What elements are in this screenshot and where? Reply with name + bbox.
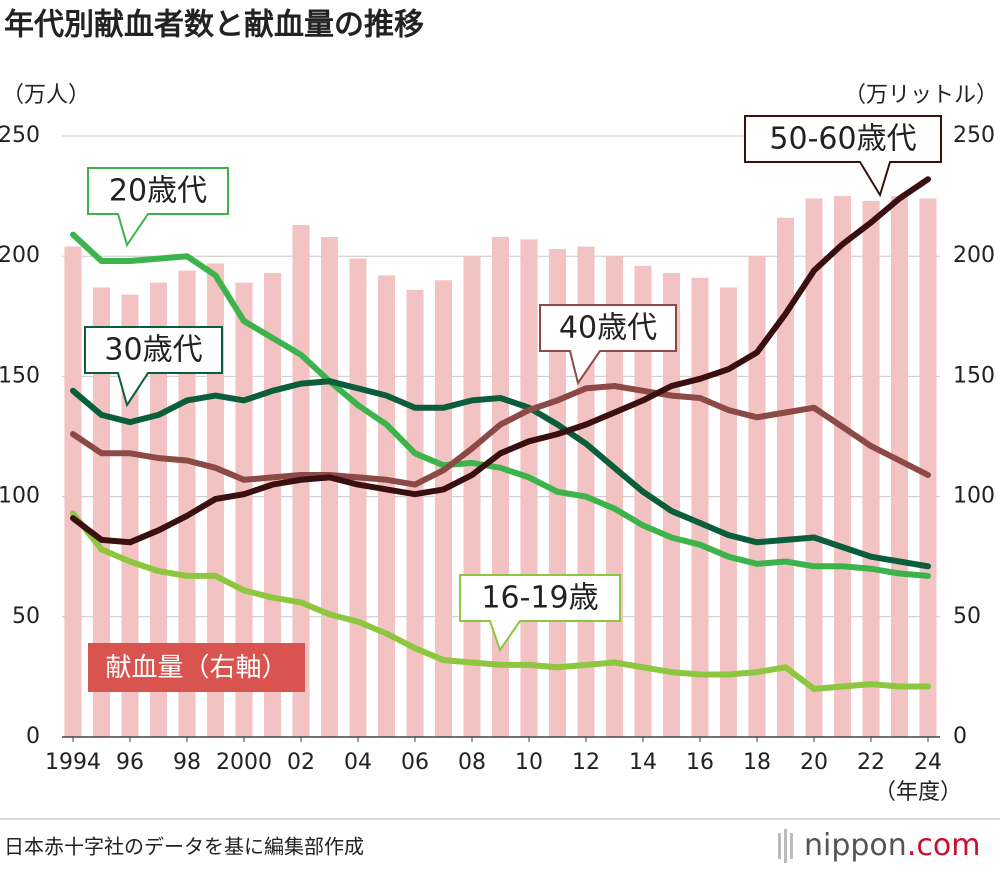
bar xyxy=(634,265,652,737)
legend-label: 16-19歳 xyxy=(481,581,598,616)
bar xyxy=(178,270,196,737)
logo-mark xyxy=(784,829,787,863)
bar xyxy=(748,256,766,737)
line xyxy=(70,383,931,488)
x-tick-label: 96 xyxy=(116,750,144,775)
series-label: 30歳代 xyxy=(84,326,223,408)
label-box xyxy=(744,115,942,198)
legend-label: 20歳代 xyxy=(109,174,207,209)
series-label: 献血量（右軸） xyxy=(88,643,305,692)
x-tick-label: 20 xyxy=(800,750,828,775)
x-tick-label: 22 xyxy=(857,750,885,775)
x-tick-label: 02 xyxy=(287,750,315,775)
bar xyxy=(434,280,453,737)
y-tick-label: 50 xyxy=(12,604,40,629)
logo: nippon.com xyxy=(778,828,980,863)
y2-tick-label: 100 xyxy=(953,484,995,509)
bar xyxy=(805,198,823,737)
label-box xyxy=(459,574,621,653)
series-label: 40歳代 xyxy=(539,304,677,386)
x-tick-label: 12 xyxy=(572,750,600,775)
bar xyxy=(64,246,82,738)
y2-tick-label: 50 xyxy=(953,604,981,629)
source-note: 日本赤十字社のデータを基に編集部作成 xyxy=(4,835,364,859)
bar xyxy=(862,200,880,737)
bar xyxy=(92,287,111,737)
label-box xyxy=(84,326,223,408)
x-tick-label: 98 xyxy=(173,750,201,775)
y2-tick-label: 150 xyxy=(953,363,995,388)
logo-text: nippon.com xyxy=(804,828,980,863)
y-tick-label: 0 xyxy=(26,724,40,749)
x-tick-label: 24 xyxy=(914,750,942,775)
line xyxy=(70,231,931,579)
series-label: 16-19歳 xyxy=(459,574,621,653)
x-tick-label: 14 xyxy=(629,750,657,775)
x-tick-label: 04 xyxy=(344,750,372,775)
x-tick-label: 2000 xyxy=(216,750,272,775)
legend-label: 献血量（右軸） xyxy=(105,653,287,683)
line xyxy=(70,378,931,570)
y2-tick-label: 0 xyxy=(953,724,967,749)
bar xyxy=(149,282,168,737)
y-tick-label: 100 xyxy=(0,484,40,509)
bar xyxy=(121,294,139,737)
x-tick-label: 16 xyxy=(686,750,714,775)
y2-tick-label: 250 xyxy=(953,123,995,148)
legend-label: 40歳代 xyxy=(559,311,657,346)
line xyxy=(70,176,931,546)
bar xyxy=(320,236,339,737)
bar xyxy=(919,198,937,737)
logo-mark xyxy=(778,833,781,859)
bar xyxy=(890,196,909,738)
bar xyxy=(719,287,738,737)
bar xyxy=(377,275,396,737)
chart-title: 年代別献血者数と献血量の推移 xyxy=(4,8,424,43)
series-label: 50-60歳代 xyxy=(744,115,942,198)
y2-axis-label: （万リットル） xyxy=(844,83,998,108)
logo-mark xyxy=(790,833,793,859)
x-tick-label: 18 xyxy=(743,750,771,775)
y-tick-label: 250 xyxy=(0,123,40,148)
label-box xyxy=(88,643,305,692)
x-tick-label: 08 xyxy=(458,750,486,775)
legend-label: 30歳代 xyxy=(104,333,202,368)
bar xyxy=(349,258,367,737)
label-box xyxy=(87,167,229,248)
bar xyxy=(776,217,795,738)
bar xyxy=(833,196,852,738)
bar xyxy=(691,277,709,737)
series-label: 20歳代 xyxy=(87,167,229,248)
y-tick-label: 150 xyxy=(0,363,40,388)
y-axis-label: （万人） xyxy=(2,83,90,108)
x-tick-label: 10 xyxy=(515,750,543,775)
line xyxy=(70,510,931,692)
x-axis-label: （年度） xyxy=(874,780,962,805)
legend-label: 50-60歳代 xyxy=(769,122,916,157)
y2-tick-label: 200 xyxy=(953,243,995,268)
label-box xyxy=(539,304,677,386)
x-tick-label: 1994 xyxy=(45,750,101,775)
y-tick-label: 200 xyxy=(0,243,40,268)
bar xyxy=(406,289,424,737)
x-tick-label: 06 xyxy=(401,750,429,775)
